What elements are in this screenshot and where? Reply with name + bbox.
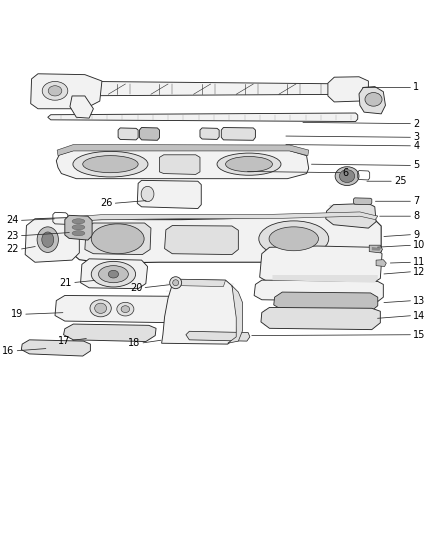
Ellipse shape xyxy=(108,270,119,278)
Text: 6: 6 xyxy=(343,168,349,177)
Text: 17: 17 xyxy=(57,336,70,346)
Ellipse shape xyxy=(170,277,182,289)
Polygon shape xyxy=(46,81,360,96)
Text: 3: 3 xyxy=(413,132,419,142)
Ellipse shape xyxy=(91,261,136,287)
Polygon shape xyxy=(31,74,102,109)
Polygon shape xyxy=(274,292,378,312)
Polygon shape xyxy=(165,225,238,255)
Text: 24: 24 xyxy=(7,215,19,225)
Ellipse shape xyxy=(339,169,355,182)
Ellipse shape xyxy=(117,302,134,316)
Polygon shape xyxy=(261,308,380,329)
Ellipse shape xyxy=(37,227,58,253)
Polygon shape xyxy=(228,286,243,343)
Text: 13: 13 xyxy=(413,296,425,305)
Text: 18: 18 xyxy=(128,338,140,348)
Text: 9: 9 xyxy=(413,230,419,239)
Text: 22: 22 xyxy=(6,245,19,254)
Text: 1: 1 xyxy=(413,83,419,92)
Text: 23: 23 xyxy=(7,231,19,241)
Polygon shape xyxy=(369,245,382,253)
Polygon shape xyxy=(353,198,372,205)
Polygon shape xyxy=(326,204,376,228)
Ellipse shape xyxy=(269,227,318,251)
Ellipse shape xyxy=(217,153,281,175)
Polygon shape xyxy=(359,86,385,114)
Text: 21: 21 xyxy=(60,278,72,288)
Text: 16: 16 xyxy=(2,346,14,356)
Polygon shape xyxy=(139,127,159,140)
Polygon shape xyxy=(272,275,378,282)
Text: 7: 7 xyxy=(413,196,420,206)
Text: 10: 10 xyxy=(413,240,425,250)
Polygon shape xyxy=(70,212,378,225)
Text: 20: 20 xyxy=(130,283,142,293)
Ellipse shape xyxy=(365,93,382,106)
Ellipse shape xyxy=(335,167,359,185)
Polygon shape xyxy=(254,280,383,302)
Polygon shape xyxy=(57,150,309,179)
Text: 2: 2 xyxy=(413,119,420,128)
Polygon shape xyxy=(372,247,381,251)
Ellipse shape xyxy=(48,86,62,96)
Polygon shape xyxy=(137,180,201,208)
Polygon shape xyxy=(65,215,92,240)
Polygon shape xyxy=(70,96,93,118)
Polygon shape xyxy=(70,215,381,263)
Text: 26: 26 xyxy=(100,198,113,208)
Ellipse shape xyxy=(90,300,111,317)
Ellipse shape xyxy=(121,306,130,312)
Text: 25: 25 xyxy=(394,176,406,186)
Text: 4: 4 xyxy=(413,141,419,151)
Ellipse shape xyxy=(173,280,179,286)
Polygon shape xyxy=(85,223,151,255)
Ellipse shape xyxy=(72,231,85,236)
Text: 19: 19 xyxy=(11,309,23,319)
Ellipse shape xyxy=(95,303,106,313)
Text: 11: 11 xyxy=(413,257,425,267)
Polygon shape xyxy=(64,324,156,342)
Polygon shape xyxy=(186,332,250,341)
Polygon shape xyxy=(200,128,219,140)
Polygon shape xyxy=(159,155,200,174)
Ellipse shape xyxy=(42,82,68,100)
Ellipse shape xyxy=(72,219,85,224)
Polygon shape xyxy=(376,260,386,266)
Ellipse shape xyxy=(73,151,148,177)
Text: 5: 5 xyxy=(413,160,420,171)
Polygon shape xyxy=(81,259,148,289)
Polygon shape xyxy=(25,217,79,262)
Ellipse shape xyxy=(141,187,154,201)
Polygon shape xyxy=(179,279,226,287)
Text: 8: 8 xyxy=(413,211,419,221)
Ellipse shape xyxy=(99,265,128,282)
Ellipse shape xyxy=(72,225,85,230)
Polygon shape xyxy=(328,77,368,102)
Ellipse shape xyxy=(83,156,138,173)
Polygon shape xyxy=(118,128,138,140)
Text: 12: 12 xyxy=(413,266,426,277)
Ellipse shape xyxy=(259,221,329,257)
Polygon shape xyxy=(221,127,255,140)
Polygon shape xyxy=(162,279,238,344)
Polygon shape xyxy=(55,295,188,323)
Text: 15: 15 xyxy=(413,330,426,340)
Ellipse shape xyxy=(91,224,144,254)
Polygon shape xyxy=(21,340,90,356)
Polygon shape xyxy=(260,246,382,286)
Text: 14: 14 xyxy=(413,311,425,320)
Polygon shape xyxy=(48,113,358,122)
Polygon shape xyxy=(57,144,309,156)
Ellipse shape xyxy=(42,232,54,247)
Ellipse shape xyxy=(226,157,272,172)
